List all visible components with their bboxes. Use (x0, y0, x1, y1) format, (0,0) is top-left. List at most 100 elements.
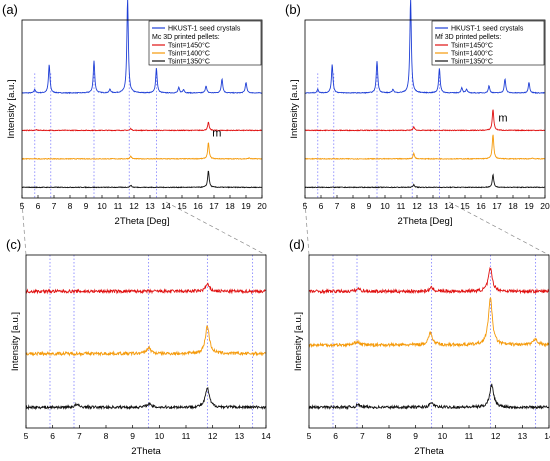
x-tick-label: 14 (161, 201, 171, 211)
legend-box (148, 20, 262, 66)
legend-entry: Tsint=1350°C (168, 58, 210, 66)
x-tick-label: 17 (209, 201, 219, 211)
x-tick-label: 12 (491, 431, 501, 441)
x-tick-label: 13 (518, 431, 528, 441)
zoom-connector (448, 201, 550, 256)
x-tick-label: 6 (319, 201, 324, 211)
x-tick-label: 8 (387, 431, 392, 441)
series-line-2 (304, 109, 546, 132)
x-tick-label: 11 (114, 201, 123, 211)
legend-entry: Tsint=1450°C (168, 42, 210, 50)
series-line-2 (308, 296, 550, 349)
legend-entry: Tsint=1350°C (451, 58, 493, 66)
x-tick-label: 18 (508, 201, 518, 211)
x-tick-label: 18 (225, 201, 235, 211)
series-line-1 (304, 0, 546, 95)
x-tick-label: 19 (524, 201, 534, 211)
zoom-connector (304, 201, 310, 256)
zoom-connector (21, 201, 27, 256)
x-tick-label: 13 (145, 201, 155, 211)
series-line-3 (304, 134, 546, 161)
panel-label: (c) (6, 237, 21, 252)
annotation-label: m (498, 112, 507, 124)
x-tick-label: 12 (129, 201, 139, 211)
x-tick-label: 9 (130, 431, 135, 441)
x-tick-label: 8 (351, 201, 356, 211)
panel-label: (b) (285, 2, 301, 17)
series-line-4 (21, 170, 263, 189)
x-tick-label: 6 (50, 431, 55, 441)
series-line-3 (25, 386, 267, 411)
x-tick-label: 10 (155, 431, 165, 441)
series-line-1 (21, 0, 263, 95)
x-tick-label: 10 (438, 431, 448, 441)
x-tick-label: 20 (540, 201, 550, 211)
x-tick-label: 13 (235, 431, 245, 441)
zoom-connector-lines (21, 201, 550, 256)
x-tick-label: 11 (182, 431, 191, 441)
legend-entry: HKUST-1 seed crystals (168, 26, 241, 33)
x-tick-label: 6 (333, 431, 338, 441)
x-tick-label: 9 (367, 201, 372, 211)
legend-box (431, 20, 545, 66)
x-tick-label: 8 (104, 431, 109, 441)
x-tick-label: 7 (52, 201, 57, 211)
x-tick-label: 11 (465, 431, 474, 441)
zoom-connector (165, 201, 267, 256)
x-tick-label: 13 (428, 201, 438, 211)
x-tick-label: 7 (335, 201, 340, 211)
panel-c: (c) 5 6 7 8 9 10 11 12 13 14 2Theta Intensity [a.u.] (6, 237, 271, 457)
panel-b: (b) 5 6 7 8 9 10 11 12 13 14 15 16 17 18 19 20 2Theta [De… (285, 0, 550, 227)
x-tick-label: 6 (36, 201, 41, 211)
legend-entry: HKUST-1 seed crystals (451, 26, 524, 33)
series-line-1 (308, 266, 550, 295)
legend-entry: Tsint=1400°C (168, 50, 210, 58)
panel-d: (d) 5 6 7 8 9 10 11 12 13 14 2Theta Intensity [a.u.] (289, 237, 550, 457)
series-line-1 (25, 282, 267, 295)
x-tick-label: 7 (360, 431, 365, 441)
x-tick-label: 20 (257, 201, 267, 211)
legend-header: Mf 3D printed pellets: (435, 34, 501, 41)
x-tick-label: 11 (397, 201, 406, 211)
series-line-3 (308, 383, 550, 411)
x-tick-label: 5 (24, 431, 29, 441)
series-line-2 (25, 325, 267, 357)
legend-entry: Tsint=1450°C (451, 42, 493, 50)
x-tick-label: 12 (412, 201, 422, 211)
x-tick-label: 8 (68, 201, 73, 211)
x-tick-label: 9 (413, 431, 418, 441)
series-line-2 (21, 121, 263, 132)
plot-frame (304, 19, 546, 199)
x-axis-label: 2Theta (131, 446, 161, 457)
y-axis-label: Intensity [a.u.] (293, 312, 304, 371)
legend-header: Mc 3D printed pellets: (152, 34, 220, 41)
x-axis-label: 2Theta [Deg] (115, 216, 170, 227)
x-axis-label: 2Theta (414, 446, 444, 457)
x-tick-label: 5 (20, 201, 25, 211)
x-tick-label: 12 (208, 431, 218, 441)
x-axis-label: 2Theta [Deg] (398, 216, 453, 227)
x-tick-label: 15 (177, 201, 187, 211)
y-axis-label: Intensity [a.u.] (10, 312, 21, 371)
x-tick-label: 5 (307, 431, 312, 441)
x-tick-label: 10 (380, 201, 390, 211)
x-tick-label: 9 (84, 201, 89, 211)
x-tick-label: 14 (444, 201, 454, 211)
plot-frame (21, 19, 263, 199)
x-tick-label: 17 (492, 201, 502, 211)
x-tick-label: 14 (261, 431, 271, 441)
annotation-label: m (212, 128, 221, 140)
panel-a: (a) 5 6 7 8 9 10 11 12 13 14 15 16 17 18 19 20 2Theta [De… (2, 0, 267, 227)
panel-label: (a) (2, 2, 18, 17)
series-line-4 (304, 173, 546, 189)
y-axis-label: Intensity [a.u.] (6, 79, 17, 138)
x-tick-label: 10 (97, 201, 107, 211)
y-axis-label: Intensity [a.u.] (289, 79, 300, 138)
series-line-3 (21, 142, 263, 161)
legend-entry: Tsint=1400°C (451, 50, 493, 58)
x-tick-label: 5 (303, 201, 308, 211)
plot-frame (25, 254, 267, 429)
